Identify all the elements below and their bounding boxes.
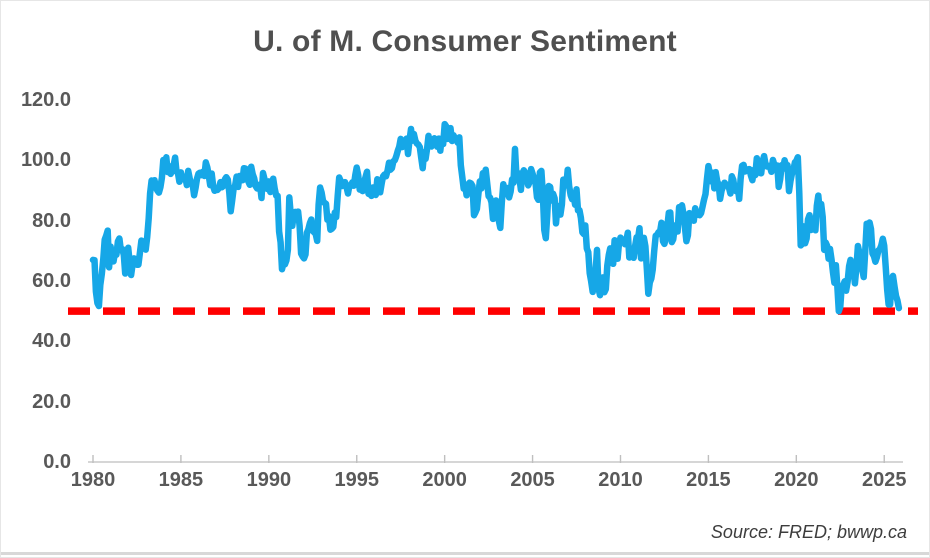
x-axis-label: 2025 <box>861 469 907 491</box>
x-axis-label: 1995 <box>334 469 379 491</box>
x-axis-label: 1985 <box>158 469 204 491</box>
y-axis-label: 40.0 <box>32 330 71 353</box>
chart-bottom-border <box>1 552 929 555</box>
x-axis-label: 1980 <box>70 469 116 491</box>
y-axis-label: 100.0 <box>20 149 71 172</box>
x-axis-label: 2010 <box>598 469 643 491</box>
y-axis-label: 120.0 <box>20 88 71 111</box>
source-note: Source: FRED; bwwp.ca <box>710 522 907 542</box>
y-axis-label: 60.0 <box>32 269 71 292</box>
y-axis-label: 20.0 <box>32 390 71 413</box>
y-axis-label: 80.0 <box>32 209 71 232</box>
x-axis-label: 2000 <box>422 469 467 491</box>
sentiment-line <box>89 120 903 315</box>
x-axis-label: 1990 <box>246 469 292 491</box>
chart-title: U. of M. Consumer Sentiment <box>253 25 677 58</box>
x-axis-label: 2015 <box>686 469 731 491</box>
x-axis-label: 2020 <box>774 469 819 491</box>
x-axis-label: 2005 <box>510 469 555 491</box>
y-axis-label: 0.0 <box>43 451 71 473</box>
